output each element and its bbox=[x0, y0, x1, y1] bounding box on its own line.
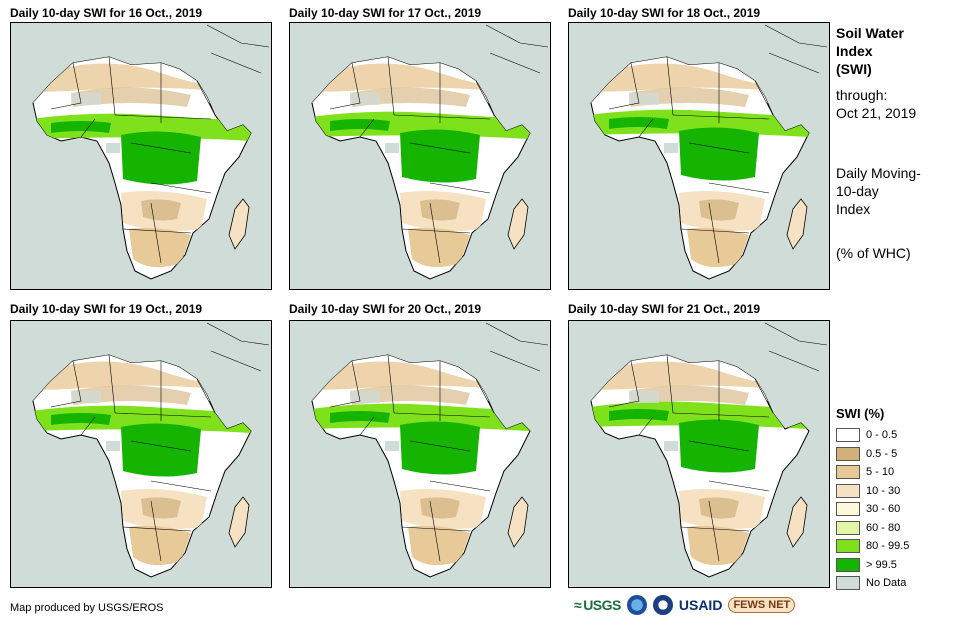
map-panel-3 bbox=[568, 22, 830, 290]
panel-title-2: Daily 10-day SWI for 17 Oct., 2019 bbox=[289, 6, 482, 20]
through-label: through: bbox=[836, 87, 888, 103]
legend-item: 30 - 60 bbox=[836, 500, 909, 519]
legend-swatch bbox=[836, 520, 860, 535]
panel-title-6: Daily 10-day SWI for 21 Oct., 2019 bbox=[568, 302, 761, 316]
map-panel-2 bbox=[289, 22, 551, 290]
legend-item: 10 - 30 bbox=[836, 482, 909, 501]
legend-swatch bbox=[836, 539, 860, 554]
map-panel-4 bbox=[10, 320, 272, 588]
legend-swatch bbox=[836, 576, 860, 591]
legend-swatch bbox=[836, 502, 860, 517]
legend-item: 80 - 99.5 bbox=[836, 537, 909, 556]
legend-title: SWI (%) bbox=[836, 406, 885, 421]
legend: 0 - 0.5 0.5 - 5 5 - 10 10 - 30 30 - 60 6… bbox=[836, 426, 909, 593]
legend-swatch bbox=[836, 557, 860, 572]
usgs-logo: ≈ USGS bbox=[574, 597, 621, 613]
legend-swatch bbox=[836, 446, 860, 461]
unit-label: (% of WHC) bbox=[836, 245, 911, 261]
fews-net-logo: FEWS NET bbox=[728, 597, 796, 613]
map-panel-5 bbox=[289, 320, 551, 588]
legend-item: 60 - 80 bbox=[836, 519, 909, 538]
panel-title-4: Daily 10-day SWI for 19 Oct., 2019 bbox=[10, 302, 203, 316]
panel-title-5: Daily 10-day SWI for 20 Oct., 2019 bbox=[289, 302, 482, 316]
index-title: Soil Water Index (SWI) bbox=[836, 25, 904, 77]
legend-swatch bbox=[836, 465, 860, 480]
panel-title-3: Daily 10-day SWI for 18 Oct., 2019 bbox=[568, 6, 761, 20]
legend-item: > 99.5 bbox=[836, 556, 909, 575]
legend-swatch bbox=[836, 428, 860, 443]
agency-logos: ≈ USGS USAID FEWS NET bbox=[574, 595, 796, 615]
usaid-seal-icon bbox=[652, 595, 673, 615]
legend-item: 0 - 0.5 bbox=[836, 426, 909, 445]
map-panel-6 bbox=[568, 320, 830, 588]
through-date: Oct 21, 2019 bbox=[836, 105, 917, 121]
legend-item: No Data bbox=[836, 574, 909, 593]
panel-title-1: Daily 10-day SWI for 16 Oct., 2019 bbox=[10, 6, 203, 20]
map-panel-1 bbox=[10, 22, 272, 290]
legend-swatch bbox=[836, 483, 860, 498]
usaid-logo: USAID bbox=[678, 597, 723, 613]
legend-item: 5 - 10 bbox=[836, 463, 909, 482]
credit-text: Map produced by USGS/EROS bbox=[10, 602, 164, 614]
legend-item: 0.5 - 5 bbox=[836, 445, 909, 464]
description: Daily Moving- 10-day Index bbox=[836, 165, 921, 217]
noaa-logo bbox=[626, 595, 647, 615]
